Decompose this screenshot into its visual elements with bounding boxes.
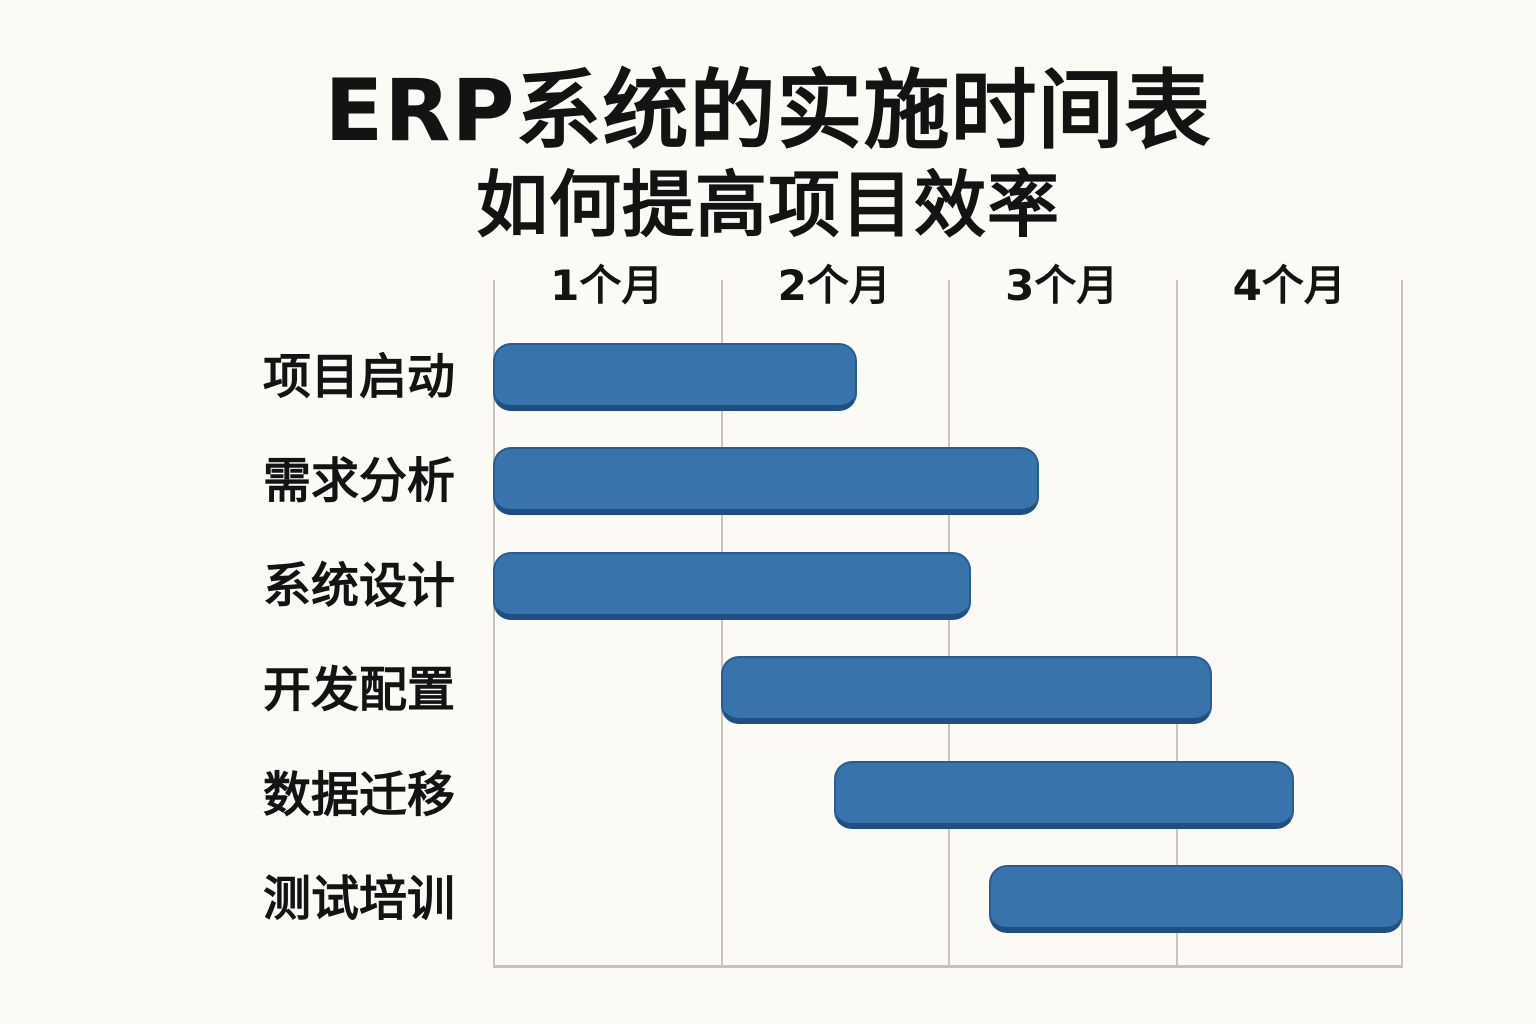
task-bar-6 <box>988 865 1403 933</box>
chart-subtitle: 如何提高项目效率 <box>475 163 1060 247</box>
month-axis: 1个月 2个月 3个月 4个月 <box>493 256 1403 316</box>
task-label-3: 系统设计 <box>262 557 455 614</box>
axis-tick-label-2: 2个月 <box>777 261 891 310</box>
task-label-1: 项目启动 <box>262 349 455 405</box>
task-bar-3 <box>493 551 971 620</box>
task-label-6: 测试培训 <box>262 871 455 927</box>
gridline-month-0 <box>493 280 495 965</box>
task-label-5: 数据迁移 <box>262 766 455 823</box>
axis-tick-label-3: 3个月 <box>1005 261 1119 310</box>
axis-tick-label-1: 1个月 <box>550 261 664 310</box>
task-label-4: 开发配置 <box>262 662 455 719</box>
gridline-month-3 <box>1175 280 1178 965</box>
task-bar-1 <box>493 343 857 411</box>
gridline-month-2 <box>948 280 950 965</box>
task-label-2: 需求分析 <box>262 453 455 510</box>
chart-title: ERP系统的实施时间表 <box>324 61 1212 161</box>
plot-area <box>493 280 1403 968</box>
task-bar-2 <box>493 447 1039 516</box>
gridline-month-4 <box>1401 280 1403 965</box>
task-bar-4 <box>720 656 1212 725</box>
gridline-month-1 <box>720 280 723 965</box>
axis-tick-label-4: 4个月 <box>1232 261 1346 310</box>
task-bar-5 <box>834 760 1294 829</box>
